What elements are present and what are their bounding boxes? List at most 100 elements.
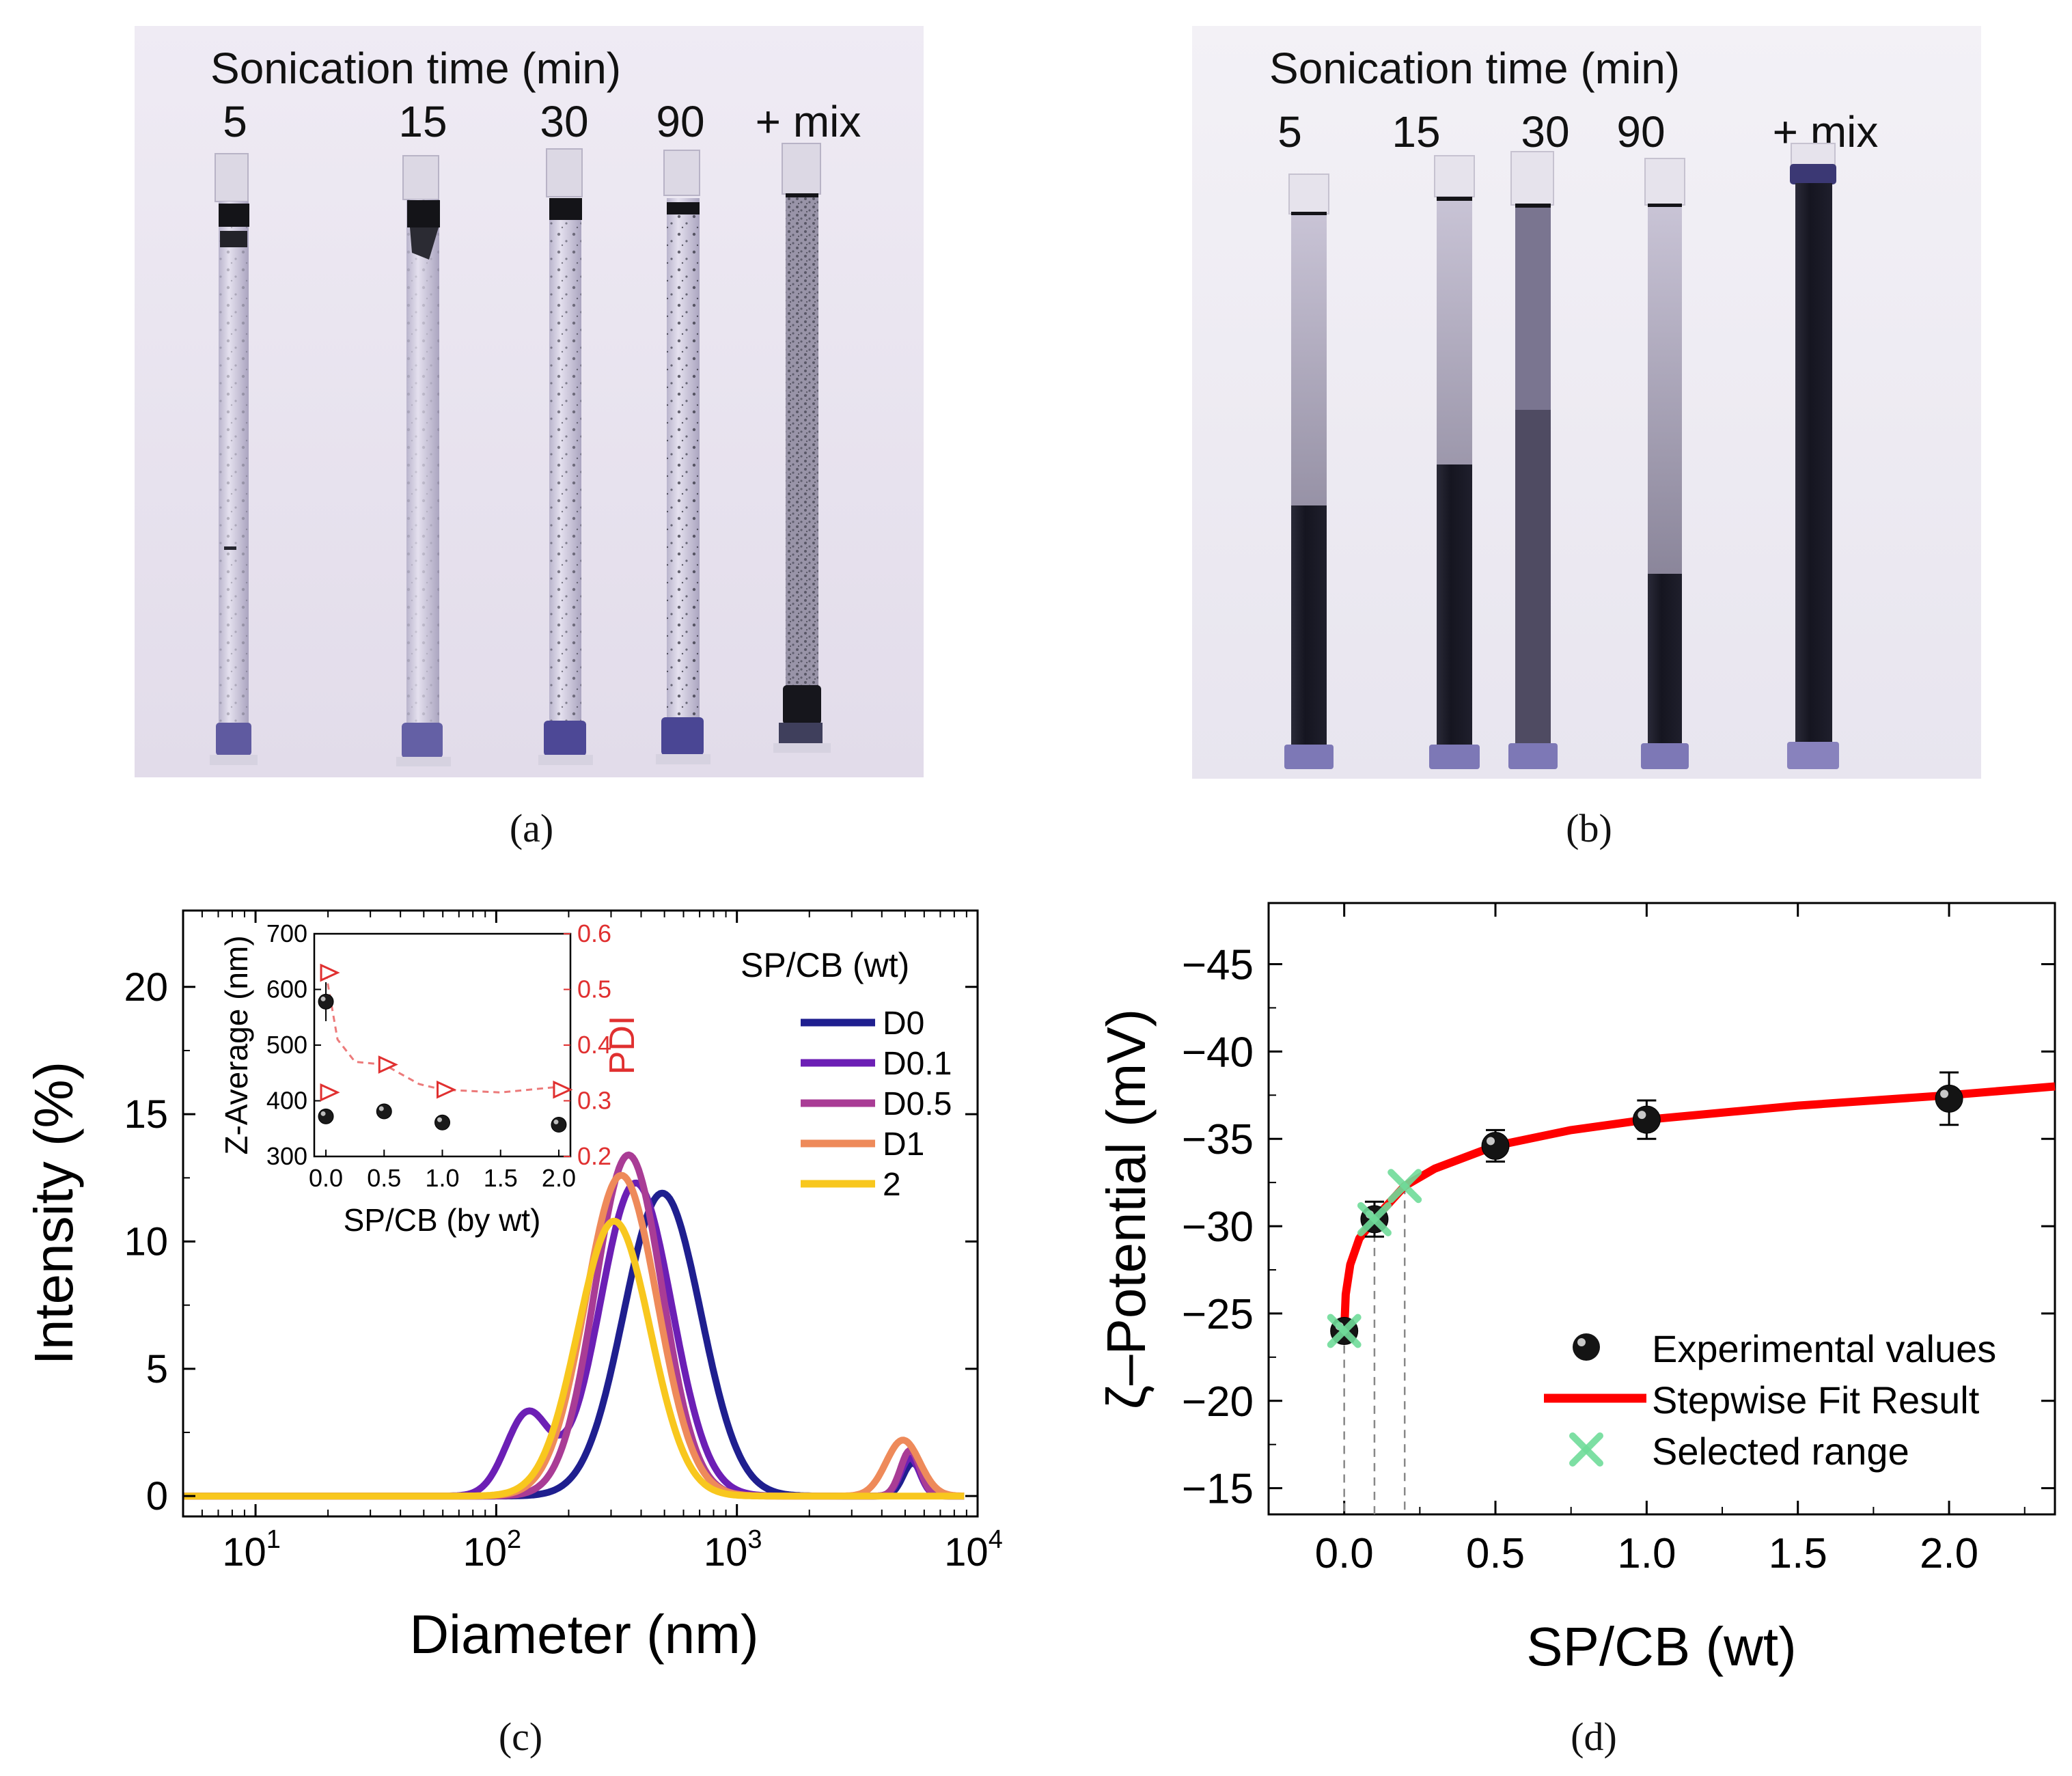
chart-c-xlabel: Diameter (nm) <box>409 1604 758 1665</box>
chart-c-axes: 0 5 10 15 20 101 102 103 104 <box>124 911 1003 1574</box>
selected-marker <box>1357 1202 1392 1236</box>
photo-a-tube <box>656 150 710 764</box>
panel-label-b: (b) <box>1566 806 1612 850</box>
selected-marker <box>1327 1314 1362 1348</box>
chart-d-axes: −45 −40 −35 −30 −25 −20 −15 0.0 0.5 1.0 1.5 2.0 <box>1182 903 2055 1577</box>
inset-pdi-trend <box>324 972 560 1094</box>
chart-c-ytick-label: 10 <box>124 1219 168 1264</box>
chart-d-ytick-label: −15 <box>1182 1466 1254 1513</box>
chart-d-plot <box>1327 1071 2056 1514</box>
chart-c-frame <box>182 909 979 1518</box>
legend-experimental-marker <box>1573 1333 1600 1361</box>
chart-c-legend: D0 D0.1 D0.5 D1 2 <box>801 1005 952 1203</box>
photo-a-header: Sonication time (min) <box>210 44 621 93</box>
experimental-marker-highlight <box>1638 1111 1646 1120</box>
inset-pdi-marker <box>378 1055 398 1074</box>
chart-d-ylabel: ζ–Potential (mV) <box>1096 1009 1157 1410</box>
inset-pdi-marker <box>320 1083 340 1102</box>
inset-z-marker <box>318 993 334 1010</box>
chart-c-ytick-label: 0 <box>146 1474 168 1518</box>
chart-c: 0 5 10 15 20 101 102 103 104 Diameter (nm) Inten… <box>23 909 1003 1759</box>
legend-label: 2 <box>883 1167 901 1203</box>
chart-d: −45 −40 −35 −30 −25 −20 −15 0.0 0.5 1.0 1.5 2.0 Exp… <box>1096 902 2056 1759</box>
selected-marker <box>1387 1169 1422 1204</box>
inset-ylabel-right: PDI <box>603 1016 642 1075</box>
inset-z-marker <box>318 1108 334 1124</box>
chart-c-ytick-label: 5 <box>146 1347 168 1391</box>
chart-c-ytick-label: 15 <box>124 1092 168 1137</box>
inset-ylabel-left: Z-Average (nm) <box>219 935 254 1154</box>
photo-a-tube-label: + mix <box>756 97 861 146</box>
chart-d-xlabel: SP/CB (wt) <box>1526 1616 1797 1677</box>
chart-d-xtick-label: 0.0 <box>1315 1530 1374 1577</box>
series-line-2 <box>182 1217 966 1500</box>
inset-xtick-label: 0.0 <box>309 1164 343 1192</box>
chart-d-legend: Experimental values Stepwise Fit Result Se… <box>1544 1327 1996 1473</box>
inset-ytick-right-label: 0.3 <box>577 1087 611 1115</box>
photo-a: Sonication time (min) 5 15 30 90 + mix <box>135 26 924 850</box>
experimental-marker <box>1935 1084 1963 1113</box>
photo-a-tube-label: 15 <box>398 97 447 146</box>
photo-a-tube-label: 5 <box>223 97 247 146</box>
inset-pdi-marker <box>320 963 340 982</box>
experimental-marker-highlight <box>1940 1090 1949 1098</box>
inset-ytick-left-label: 500 <box>266 1031 307 1059</box>
photo-a-tube-label: 30 <box>540 97 588 146</box>
inset-xtick-label: 2.0 <box>542 1164 576 1192</box>
chart-c-xtick-label: 101 <box>222 1525 281 1574</box>
chart-c-legend-title: SP/CB (wt) <box>741 946 909 984</box>
panel-label-c: (c) <box>499 1715 542 1759</box>
inset-content: 0.0 0.5 1.0 1.5 2.0 300 400 500 600 700 0.2 0.3 0.4 0… <box>266 919 611 1192</box>
inset-ytick-right-label: 0.2 <box>577 1142 611 1170</box>
legend-label: D0.1 <box>883 1046 952 1082</box>
inset-z-marker-highlight <box>553 1120 559 1125</box>
photo-b-tube <box>1429 155 1480 769</box>
photo-a-tube <box>538 148 593 765</box>
chart-d-xtick-label: 1.5 <box>1769 1530 1827 1577</box>
inset-xtick-label: 1.5 <box>484 1164 518 1192</box>
photo-b-tube-label: 15 <box>1392 107 1440 156</box>
photo-b-header: Sonication time (min) <box>1269 44 1680 93</box>
legend-label: Stepwise Fit Result <box>1652 1378 1980 1421</box>
inset-xtick-label: 1.0 <box>425 1164 459 1192</box>
panel-label-a: (a) <box>510 806 553 850</box>
experimental-marker-highlight <box>1487 1137 1495 1146</box>
photo-b: Sonication time (min) 5 15 30 90 + mix <box>1192 26 1981 850</box>
chart-d-ytick-label: −25 <box>1182 1291 1254 1338</box>
photo-a-tube <box>773 143 831 753</box>
legend-label: D0 <box>883 1005 924 1042</box>
inset-z-marker <box>434 1114 450 1130</box>
legend-label: Experimental values <box>1652 1327 1996 1370</box>
chart-c-inset: 0.0 0.5 1.0 1.5 2.0 300 400 500 600 700 0.2 0.3 0.4 0… <box>219 919 642 1238</box>
inset-z-marker <box>376 1103 392 1120</box>
photo-b-tube-label: 5 <box>1277 107 1302 156</box>
photo-b-tube <box>1508 151 1558 769</box>
chart-d-ytick-label: −40 <box>1182 1029 1254 1076</box>
legend-experimental-marker-highlight <box>1577 1338 1586 1346</box>
inset-ytick-right-label: 0.5 <box>577 975 611 1003</box>
chart-d-xtick-label: 0.5 <box>1466 1530 1525 1577</box>
chart-c-xtick-label: 102 <box>463 1525 522 1574</box>
inset-pdi-marker <box>437 1080 457 1099</box>
chart-c-ytick-label: 20 <box>124 965 168 1010</box>
chart-d-frame <box>1267 902 2056 1516</box>
photo-b-tube-label: 90 <box>1616 107 1665 156</box>
inset-ytick-left-label: 400 <box>266 1087 307 1115</box>
inset-z-marker-highlight <box>437 1117 442 1122</box>
chart-d-ytick-label: −30 <box>1182 1204 1254 1251</box>
inset-z-marker-highlight <box>378 1106 384 1111</box>
inset-z-marker-highlight <box>320 996 326 1001</box>
inset-ytick-left-label: 600 <box>266 975 307 1003</box>
chart-c-xtick-label: 103 <box>704 1525 762 1574</box>
inset-z-marker-highlight <box>320 1111 326 1116</box>
experimental-marker <box>1481 1131 1510 1160</box>
inset-ytick-left-label: 700 <box>266 919 307 947</box>
photo-a-tube-label: 90 <box>656 97 704 146</box>
inset-xlabel: SP/CB (by wt) <box>344 1202 541 1238</box>
photo-b-tube <box>1641 158 1689 769</box>
chart-d-xtick-label: 1.0 <box>1617 1530 1676 1577</box>
legend-label: D1 <box>883 1126 924 1163</box>
panel-label-d: (d) <box>1571 1715 1617 1759</box>
photo-b-tube <box>1284 174 1334 769</box>
inset-ytick-left-label: 300 <box>266 1142 307 1170</box>
